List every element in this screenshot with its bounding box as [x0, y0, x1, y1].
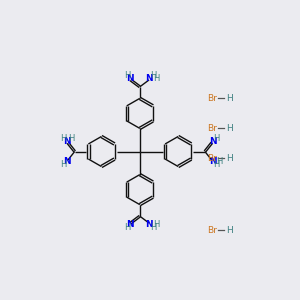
Text: N: N: [146, 220, 153, 229]
Text: H: H: [226, 124, 233, 133]
Text: H: H: [60, 160, 67, 169]
Text: Br: Br: [207, 154, 217, 163]
Text: Br: Br: [207, 124, 217, 133]
Text: Br: Br: [207, 94, 217, 103]
Text: H: H: [150, 71, 156, 80]
Text: Br: Br: [207, 226, 217, 235]
Text: H: H: [153, 74, 159, 83]
Text: N: N: [146, 74, 153, 83]
Text: H: H: [60, 134, 67, 142]
Text: H: H: [124, 223, 130, 232]
Text: H: H: [226, 226, 233, 235]
Text: H: H: [226, 154, 233, 163]
Text: H: H: [124, 71, 130, 80]
Text: N: N: [209, 157, 217, 166]
Text: N: N: [209, 137, 217, 146]
Text: H: H: [68, 134, 74, 142]
Text: H: H: [226, 94, 233, 103]
Text: H: H: [216, 157, 223, 166]
Text: N: N: [63, 157, 70, 166]
Text: N: N: [63, 137, 70, 146]
Text: H: H: [153, 220, 159, 229]
Text: H: H: [213, 160, 219, 169]
Text: H: H: [150, 223, 156, 232]
Text: N: N: [127, 74, 134, 83]
Text: N: N: [127, 220, 134, 229]
Text: H: H: [213, 134, 219, 142]
